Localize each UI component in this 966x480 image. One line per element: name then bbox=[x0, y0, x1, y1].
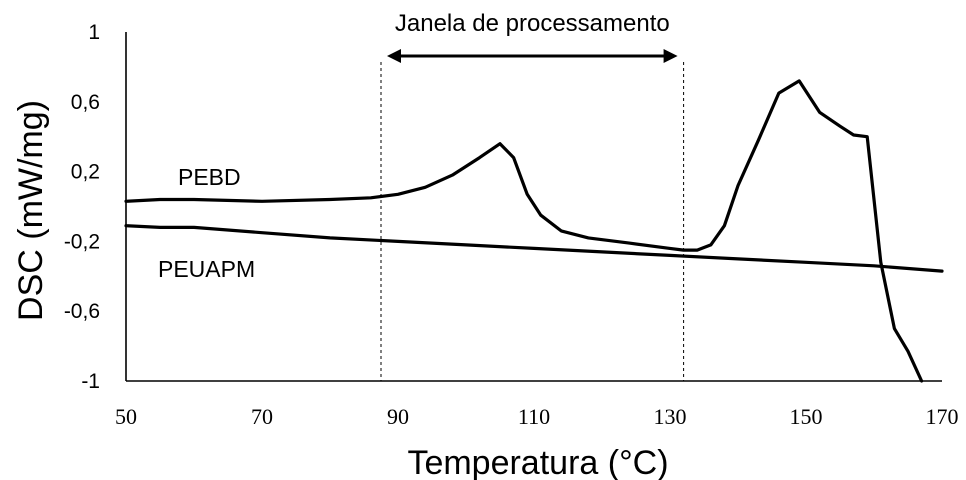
axes bbox=[125, 32, 942, 382]
x-tick-label: 110 bbox=[518, 404, 550, 429]
x-tick-label: 150 bbox=[790, 404, 823, 429]
y-axis-title: DSC (mW/mg) bbox=[12, 100, 50, 321]
series-labels: PEBD PEUAPM bbox=[158, 164, 255, 282]
x-axis-title: Temperatura (°C) bbox=[407, 444, 668, 480]
arrow-right-head bbox=[663, 49, 678, 63]
series-curves bbox=[124, 79, 944, 383]
processing-window-arrow bbox=[387, 49, 678, 63]
processing-window-label: Janela de processamento bbox=[395, 10, 670, 37]
x-tick-label: 170 bbox=[926, 404, 959, 429]
y-tick-label: -0,6 bbox=[64, 300, 100, 323]
processing-window-lines bbox=[380, 62, 685, 381]
x-tick-label: 70 bbox=[251, 404, 273, 429]
y-tick-label: 1 bbox=[88, 21, 100, 44]
x-tick-label: 50 bbox=[115, 404, 137, 429]
arrow-left-head bbox=[387, 49, 401, 63]
y-tick-label: 0,2 bbox=[71, 161, 100, 184]
y-tick-label: 0,6 bbox=[71, 91, 100, 114]
x-tick-label: 90 bbox=[387, 404, 409, 429]
x-tick-labels: 50 70 90 110 130 150 170 bbox=[115, 404, 959, 429]
series-line-peuapm bbox=[124, 224, 944, 273]
series-line-pebd bbox=[124, 79, 924, 383]
series-label-pebd: PEBD bbox=[178, 164, 241, 190]
y-tick-label: -1 bbox=[81, 370, 100, 393]
y-tick-labels: 1 0,6 0,2 -0,2 -0,6 -1 bbox=[64, 21, 100, 393]
x-tick-label: 130 bbox=[654, 404, 687, 429]
series-label-peuapm: PEUAPM bbox=[158, 256, 255, 282]
y-tick-label: -0,2 bbox=[64, 230, 100, 253]
